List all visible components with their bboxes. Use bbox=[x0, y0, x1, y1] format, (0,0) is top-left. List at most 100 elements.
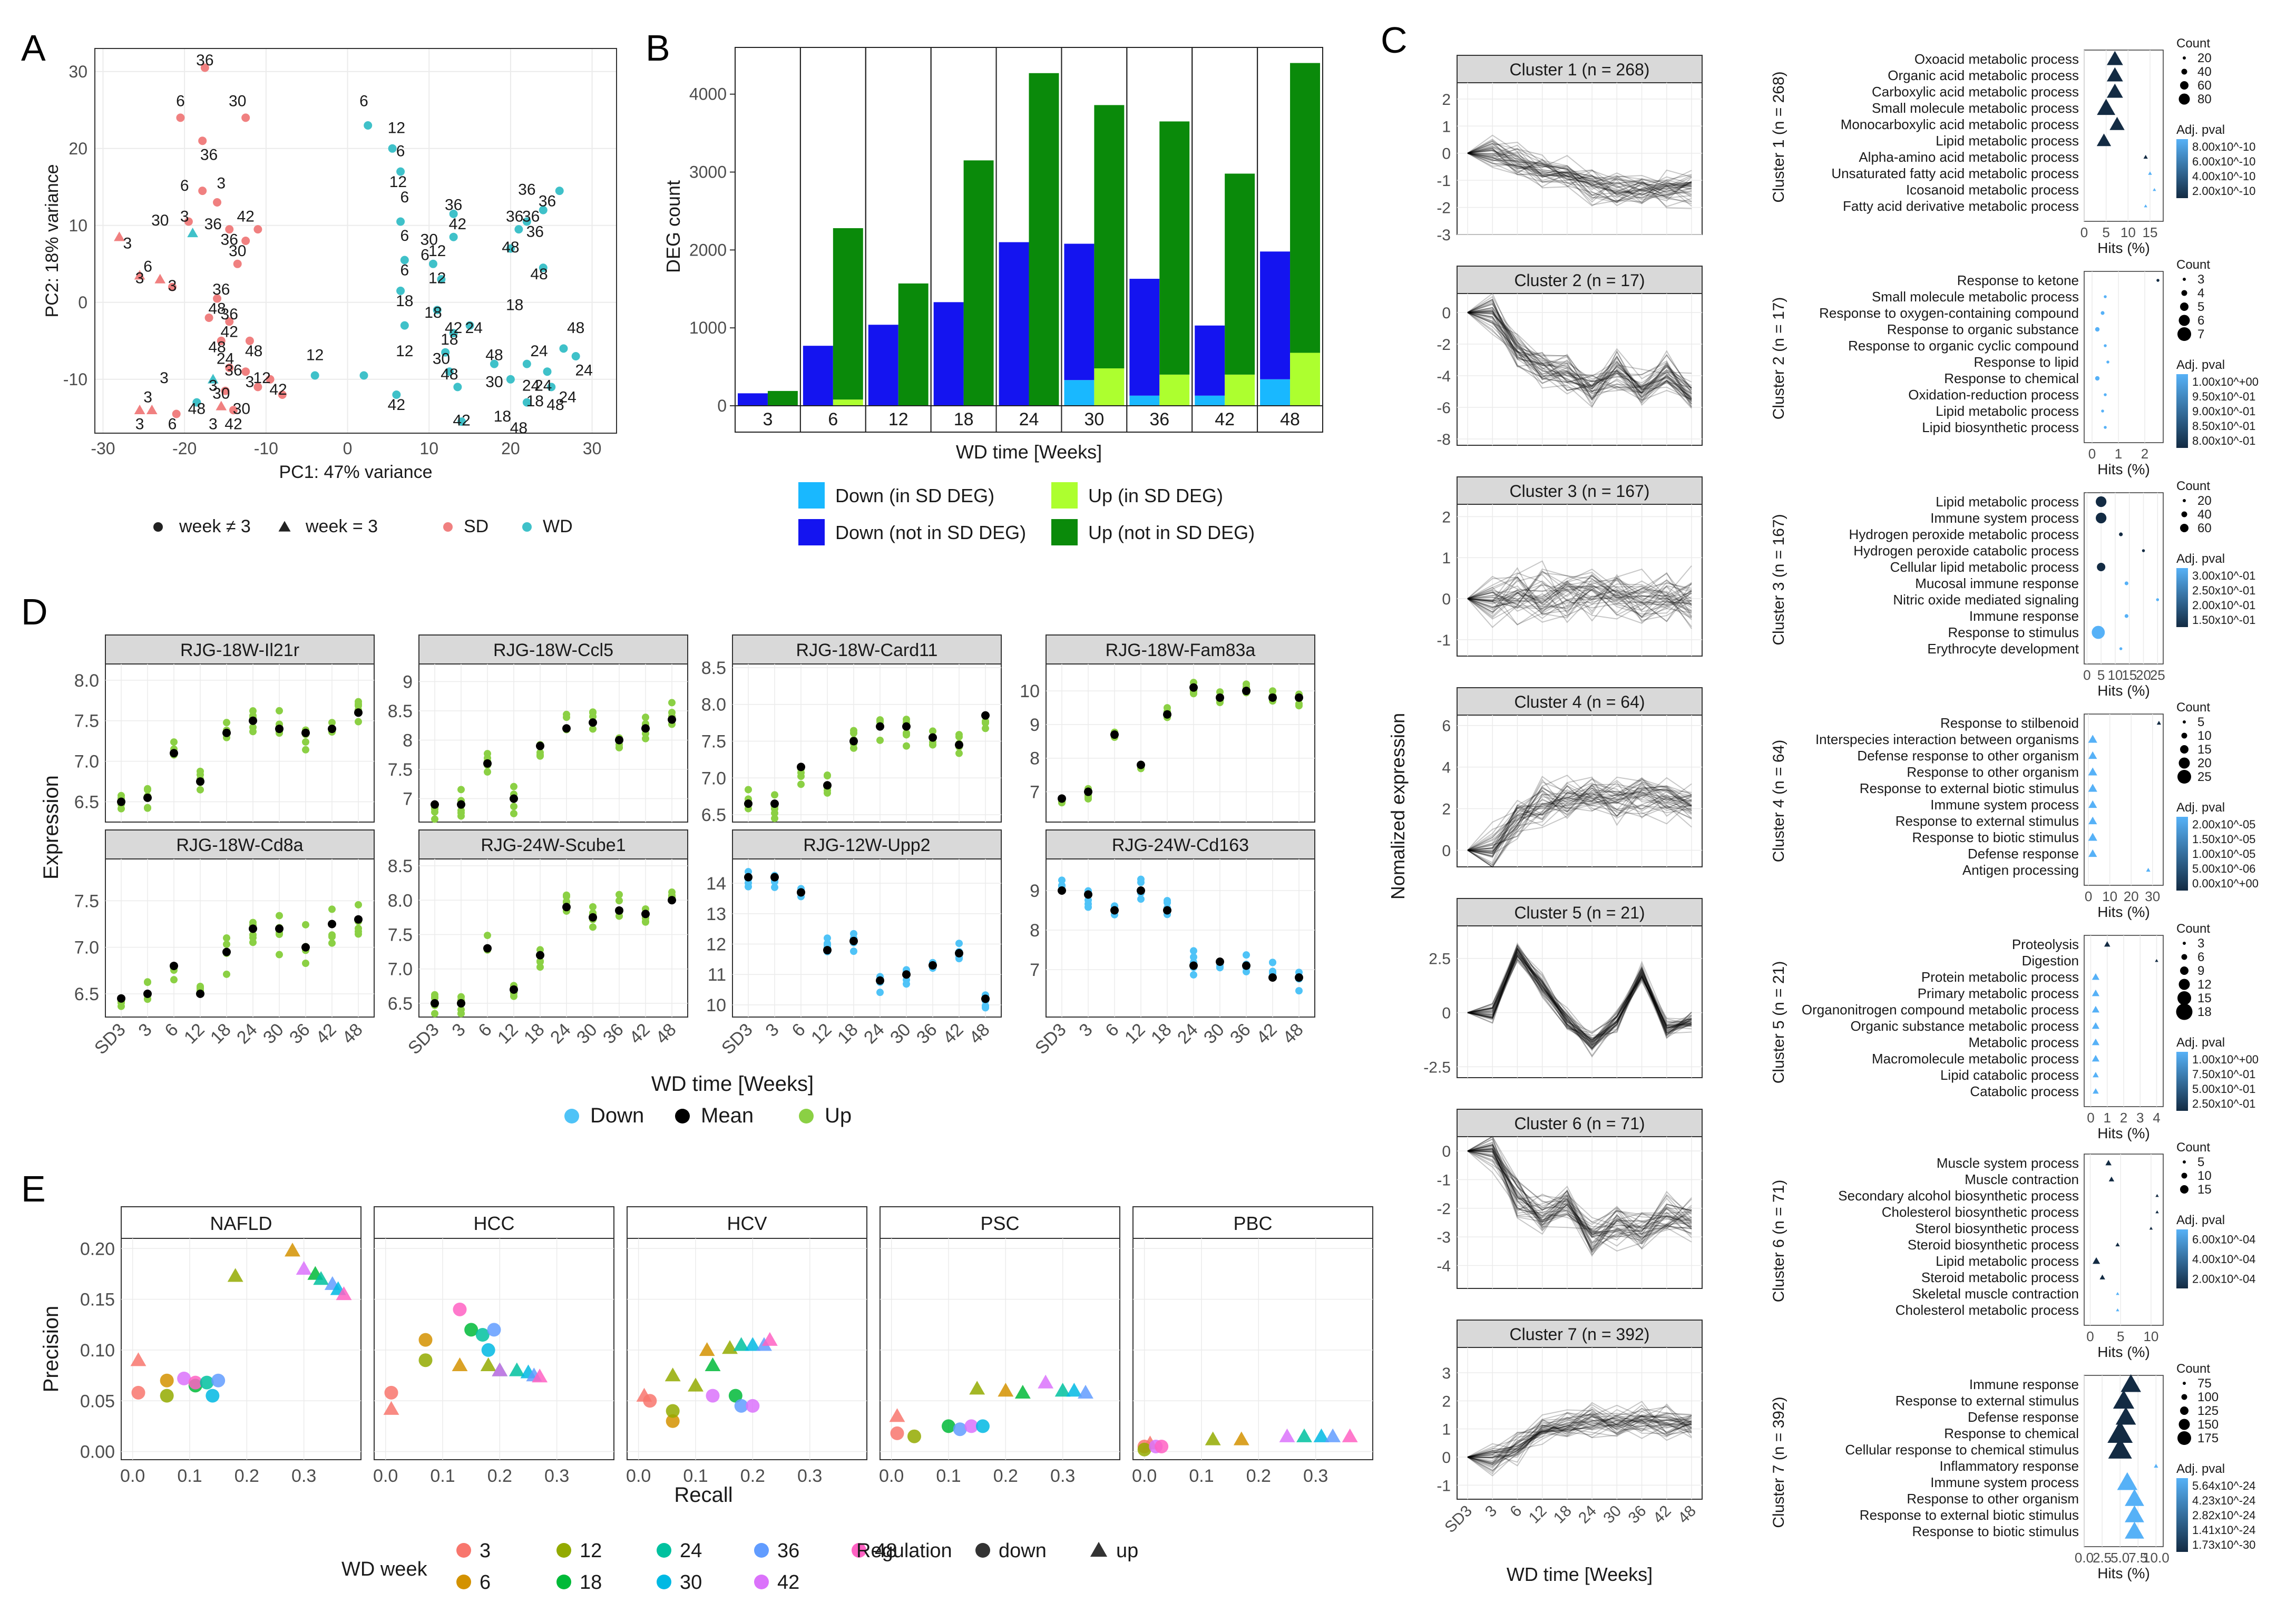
mean-point bbox=[823, 781, 832, 790]
pca-point-label: 3 bbox=[209, 416, 218, 433]
y-tick-label: 0.20 bbox=[80, 1239, 115, 1259]
cluster-profile-line bbox=[1467, 793, 1692, 851]
facet-title: RJG-12W-Upp2 bbox=[803, 835, 930, 855]
pr-point bbox=[481, 1343, 495, 1357]
go-term-label: Response to biotic stimulus bbox=[1912, 1523, 2079, 1539]
cluster-profile-line bbox=[1467, 1150, 1692, 1243]
cluster-profile-line bbox=[1467, 312, 1692, 405]
pr-point-triangle bbox=[1078, 1384, 1093, 1399]
expression-point bbox=[615, 891, 623, 898]
mean-point bbox=[483, 944, 492, 953]
count-legend-label: 25 bbox=[2197, 770, 2212, 784]
pca-point bbox=[514, 225, 523, 234]
x-tick-label: 36 bbox=[286, 1020, 314, 1048]
legend-label: Down (in SD DEG) bbox=[835, 485, 994, 506]
mean-point bbox=[849, 936, 858, 945]
cluster-profile-line bbox=[1467, 776, 1692, 851]
y-tick-label: 8.0 bbox=[388, 891, 413, 911]
pr-point bbox=[746, 1399, 760, 1413]
cluster-profile-line bbox=[1467, 942, 1692, 1050]
enrichment-marker bbox=[2156, 720, 2162, 725]
count-legend-dot bbox=[2181, 954, 2187, 960]
cluster-profile-line bbox=[1467, 572, 1692, 617]
pr-point-triangle bbox=[1313, 1428, 1330, 1442]
cluster-profile-line bbox=[1467, 308, 1692, 394]
enrichment-marker bbox=[2121, 1374, 2141, 1392]
facet-strip bbox=[105, 829, 375, 859]
y-tick-label: 0 bbox=[1442, 1143, 1451, 1160]
y-tick-label: 6.5 bbox=[388, 994, 413, 1014]
legend-down-swatch bbox=[975, 1543, 990, 1558]
expression-point bbox=[510, 809, 517, 817]
go-term-label: Small molecule metabolic process bbox=[1872, 100, 2079, 116]
legend-week-swatch bbox=[754, 1575, 769, 1589]
cluster-profile-line bbox=[1467, 776, 1692, 858]
pval-legend-label: 1.50x10^-01 bbox=[2192, 613, 2255, 627]
cluster-title: Cluster 1 (n = 268) bbox=[1510, 60, 1650, 79]
pr-point-triangle bbox=[492, 1362, 508, 1376]
mean-point bbox=[457, 800, 465, 809]
x-tick-label: 0.1 bbox=[936, 1466, 961, 1486]
legend-week-swatch bbox=[556, 1575, 571, 1589]
pca-point-label: 36 bbox=[506, 208, 523, 226]
cluster-profile-line bbox=[1467, 944, 1692, 1058]
x-category-label: 48 bbox=[1280, 409, 1300, 429]
mean-point bbox=[797, 888, 805, 897]
mean-point bbox=[849, 737, 858, 746]
pca-point-label: 36 bbox=[539, 192, 556, 210]
legend-week-label: 12 bbox=[580, 1540, 602, 1562]
pca-point-label: 18 bbox=[494, 408, 511, 425]
plot-border bbox=[94, 48, 617, 434]
pca-point bbox=[433, 306, 442, 315]
cluster-profile-line bbox=[1467, 1404, 1692, 1458]
cluster-profile-line bbox=[1467, 1150, 1692, 1257]
pca-point bbox=[400, 321, 409, 330]
cluster-profile-line bbox=[1467, 1419, 1692, 1458]
cluster-profile-line bbox=[1467, 150, 1692, 197]
pca-point-label: 36 bbox=[224, 362, 242, 379]
enrichment-marker bbox=[2153, 188, 2156, 191]
cluster-profile-line bbox=[1467, 954, 1692, 1043]
legend-week-label: 3 bbox=[480, 1540, 491, 1562]
cluster-profile-line bbox=[1467, 134, 1692, 195]
pca-point-label: 42 bbox=[224, 416, 242, 433]
bar-up bbox=[1290, 353, 1320, 406]
x-tick-label: 10 bbox=[2143, 1328, 2158, 1344]
pca-point bbox=[559, 344, 568, 353]
facet-strip bbox=[1132, 1206, 1373, 1239]
pr-point-triangle bbox=[1205, 1431, 1221, 1445]
go-term-label: Small molecule metabolic process bbox=[1872, 289, 2079, 305]
x-category-label: 6 bbox=[828, 409, 838, 429]
legend-wd-swatch bbox=[522, 522, 532, 532]
go-term-label: Organic acid metabolic process bbox=[1888, 67, 2079, 83]
cluster-strip bbox=[1457, 687, 1703, 716]
cluster-profile-line bbox=[1467, 152, 1692, 203]
cluster-profile-line bbox=[1467, 1146, 1692, 1245]
expression-point bbox=[982, 1002, 989, 1010]
go-term-label: Oxidation-reduction process bbox=[1908, 387, 2079, 403]
cluster-plot-area bbox=[1457, 293, 1703, 446]
cluster-profile-line bbox=[1467, 149, 1692, 204]
cluster-profile-line bbox=[1467, 312, 1692, 399]
bar-up bbox=[1225, 374, 1255, 406]
pval-legend-label: 1.00x10^+00 bbox=[2192, 1053, 2259, 1066]
mean-point bbox=[770, 873, 779, 882]
enrichment-marker bbox=[2096, 512, 2107, 524]
enrichment-marker bbox=[2101, 409, 2104, 413]
pr-point-triangle bbox=[998, 1383, 1014, 1397]
pca-point-label: 36 bbox=[518, 181, 535, 198]
cluster-profile-line bbox=[1467, 142, 1692, 207]
pr-point bbox=[734, 1399, 748, 1413]
pr-point-triangle bbox=[745, 1337, 761, 1351]
cluster-profile-line bbox=[1467, 1413, 1692, 1471]
expression-point bbox=[536, 749, 544, 757]
pval-legend-title: Adj. pval bbox=[2176, 1462, 2225, 1476]
cluster-profile-line bbox=[1467, 781, 1692, 851]
pr-point-triangle bbox=[699, 1342, 715, 1356]
count-legend-label: 60 bbox=[2197, 521, 2212, 535]
cluster-profile-line bbox=[1467, 785, 1692, 854]
legend-week-swatch bbox=[657, 1543, 671, 1558]
cluster-profile-line bbox=[1467, 152, 1692, 198]
count-legend-label: 5 bbox=[2197, 1155, 2204, 1169]
cluster-profile-line bbox=[1467, 1150, 1692, 1243]
